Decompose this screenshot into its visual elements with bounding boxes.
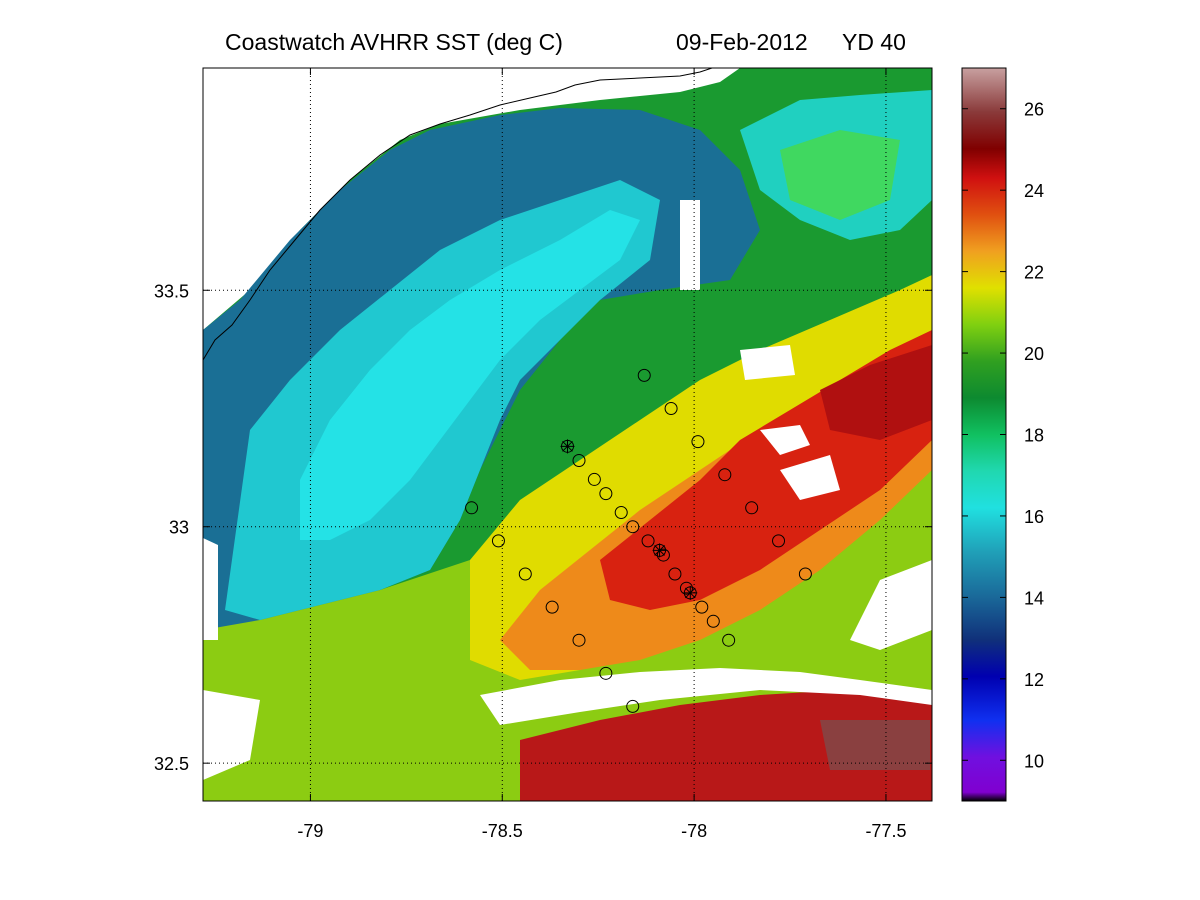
sst-field-gulfstream: [520, 690, 932, 801]
station-marker: [656, 548, 670, 562]
sst-field-cyan: [300, 210, 640, 540]
x-tick-label: -78: [681, 821, 707, 841]
station-marker: [518, 567, 532, 581]
station-marker: [745, 501, 759, 515]
station-marker: [545, 600, 559, 614]
colorbar-tick-label: 22: [1024, 263, 1044, 283]
station-marker: [798, 567, 812, 581]
y-tick-label: 32.5: [154, 754, 189, 774]
station-marker: [572, 454, 586, 468]
colorbar-tick-label: 14: [1024, 588, 1044, 608]
station-marker: [668, 567, 682, 581]
station-marker: [491, 534, 505, 548]
x-tick-label: -77.5: [865, 821, 906, 841]
station-marker: [587, 472, 601, 486]
y-tick-label: 33: [169, 518, 189, 538]
station-marker: [641, 534, 655, 548]
station-marker: [718, 468, 732, 482]
station-marker: [572, 633, 586, 647]
station-star-marker: [560, 439, 575, 454]
land-area: [203, 68, 690, 128]
station-marker: [664, 401, 678, 415]
colorbar-tick-label: 10: [1024, 751, 1044, 771]
sst-field-brown: [820, 720, 930, 770]
colorbar-tick-label: 20: [1024, 344, 1044, 364]
y-axis: 32.5 33 33.5: [154, 281, 932, 774]
cloud-mask: [850, 560, 932, 650]
cloud-mask: [680, 200, 700, 290]
cloud-mask: [780, 455, 840, 500]
station-marker: [637, 368, 651, 382]
plot-frame: [202, 67, 933, 802]
station-marker: [599, 487, 613, 501]
station-marker: [695, 600, 709, 614]
station-marker: [772, 534, 786, 548]
colorbar-tick-label: 24: [1024, 181, 1044, 201]
station-star-marker: [683, 585, 698, 600]
chart-title: Coastwatch AVHRR SST (deg C): [225, 29, 563, 55]
sst-field-ne-green: [780, 130, 900, 220]
station-marker: [626, 520, 640, 534]
station-marker: [722, 633, 736, 647]
station-marker: [706, 614, 720, 628]
coastline: [203, 68, 713, 361]
x-axis: -79 -78.5 -78 -77.5: [297, 68, 906, 841]
station-markers: [465, 368, 812, 713]
grid-lines: [203, 68, 932, 801]
colorbar-tick-label: 16: [1024, 507, 1044, 527]
x-tick-label: -78.5: [482, 821, 523, 841]
cloud-mask: [740, 345, 795, 380]
station-marker: [679, 581, 693, 595]
colorbar-tick-label: 18: [1024, 426, 1044, 446]
colorbar: [962, 68, 1006, 801]
colorbar-tick-label: 26: [1024, 100, 1044, 120]
station-marker: [614, 506, 628, 520]
station-marker: [626, 699, 640, 713]
x-tick-label: -79: [297, 821, 323, 841]
station-marker: [691, 435, 705, 449]
y-tick-label: 33.5: [154, 281, 189, 301]
sst-map: [203, 68, 932, 801]
chart-yearday: YD 40: [842, 29, 906, 55]
station-marker: [465, 501, 479, 515]
cloud-mask: [203, 538, 218, 640]
chart-date: 09-Feb-2012: [676, 29, 808, 55]
cloud-mask: [203, 690, 260, 780]
colorbar-tick-label: 12: [1024, 670, 1044, 690]
colorbar-axis: 10 12 14 16 18 20 22 24 26: [962, 100, 1044, 771]
cloud-mask: [480, 668, 932, 725]
station-marker: [599, 666, 613, 680]
cloud-mask: [760, 425, 810, 455]
sst-field-deep-red: [820, 345, 932, 440]
